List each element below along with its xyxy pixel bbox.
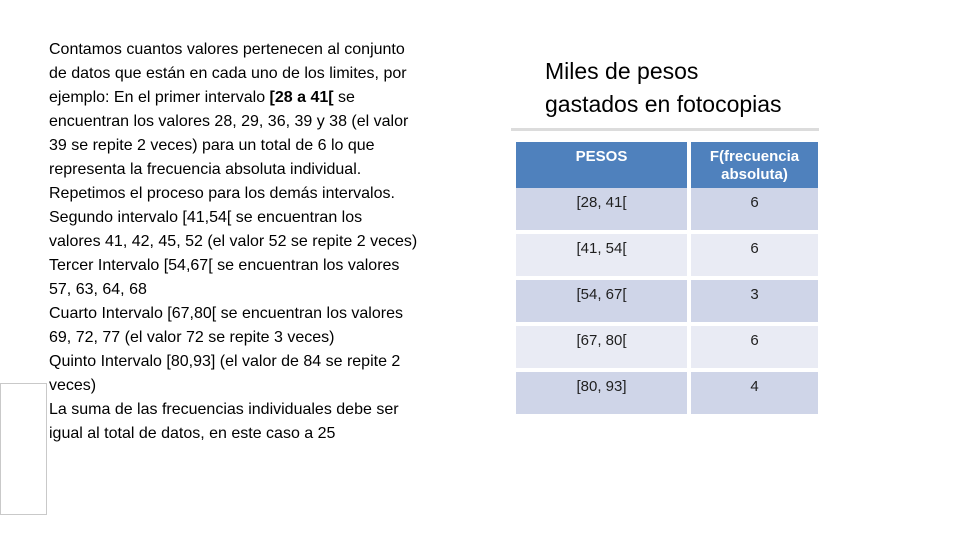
frecuencia-cell: 3 <box>691 280 818 322</box>
body-text-line: veces) <box>49 377 97 394</box>
table-top-divider <box>511 128 819 131</box>
frequency-table: PESOS F(frecuencia absoluta) [28, 41[6 [4… <box>516 142 818 414</box>
column-header-frecuencia: F(frecuencia absoluta) <box>691 142 818 188</box>
body-text-line: La suma de las frecuencias individuales … <box>49 401 399 418</box>
pesos-cell: [28, 41[ <box>516 188 687 230</box>
pesos-cell: [41, 54[ <box>516 234 687 276</box>
body-text-line: representa la frecuencia absoluta indivi… <box>49 161 362 178</box>
frecuencia-cell: 6 <box>691 188 818 230</box>
body-text-line: de datos que están en cada uno de los li… <box>49 65 407 82</box>
body-text-line: Tercer Intervalo [54,67[ se encuentran l… <box>49 257 400 274</box>
empty-placeholder-box <box>0 383 47 515</box>
page-title-line-2: gastados en fotocopias <box>545 91 782 117</box>
body-text: Contamos cuantos valores pertenecen al c… <box>49 38 489 446</box>
page-title: Miles de pesos gastados en fotocopias <box>545 55 865 121</box>
body-text-line: ejemplo: En el primer intervalo [28 a 41… <box>49 89 355 106</box>
body-text-line: valores 41, 42, 45, 52 (el valor 52 se r… <box>49 233 418 250</box>
page-title-line-1: Miles de pesos <box>545 58 699 84</box>
frecuencia-cell: 4 <box>691 372 818 414</box>
body-text-line: Cuarto Intervalo [67,80[ se encuentran l… <box>49 305 403 322</box>
body-text-line: Repetimos el proceso para los demás inte… <box>49 185 395 202</box>
body-text-line: 39 se repite 2 veces) para un total de 6… <box>49 137 375 154</box>
body-text-line: igual al total de datos, en este caso a … <box>49 425 336 442</box>
pesos-cell: [67, 80[ <box>516 326 687 368</box>
body-text-line: encuentran los valores 28, 29, 36, 39 y … <box>49 113 409 130</box>
frecuencia-cell: 6 <box>691 234 818 276</box>
pesos-cell: [54, 67[ <box>516 280 687 322</box>
frecuencia-cell: 6 <box>691 326 818 368</box>
pesos-cell: [80, 93] <box>516 372 687 414</box>
body-text-line: 69, 72, 77 (el valor 72 se repite 3 vece… <box>49 329 335 346</box>
body-text-line: Quinto Intervalo [80,93] (el valor de 84… <box>49 353 401 370</box>
body-text-line: 57, 63, 64, 68 <box>49 281 147 298</box>
body-text-line: Segundo intervalo [41,54[ se encuentran … <box>49 209 363 226</box>
column-header-pesos: PESOS <box>516 142 687 188</box>
body-text-line: Contamos cuantos valores pertenecen al c… <box>49 41 405 58</box>
